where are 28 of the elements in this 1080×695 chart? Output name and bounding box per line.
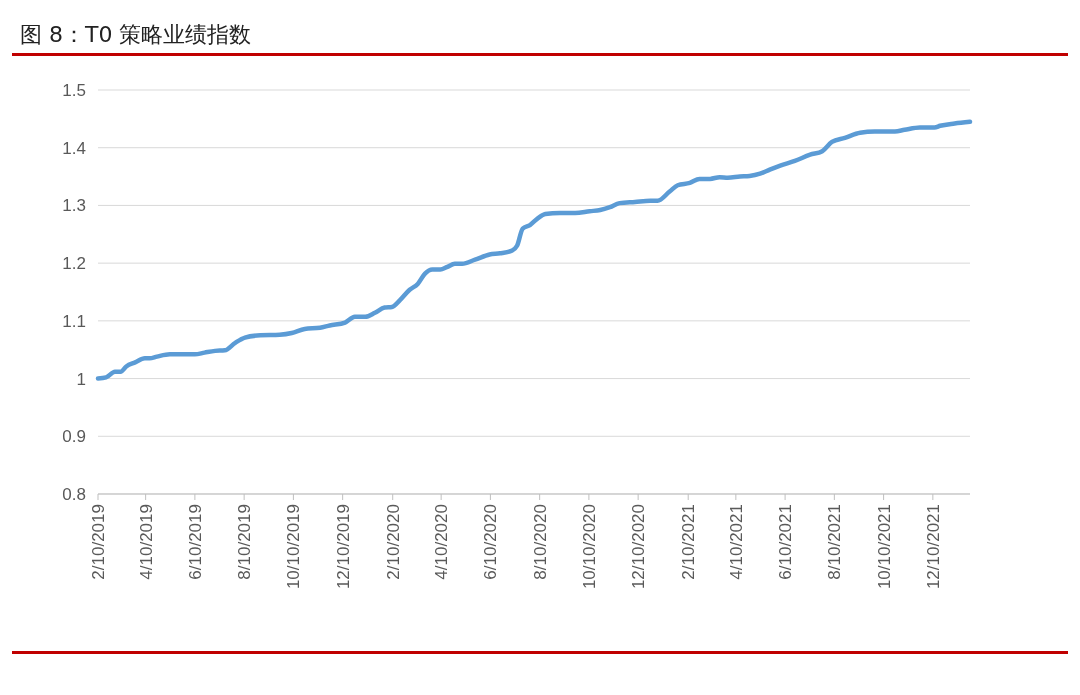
chart-title: 图 8：T0 策略业绩指数 [20, 22, 252, 47]
x-tick-label: 8/10/2021 [825, 504, 845, 580]
y-tick-label: 0.9 [62, 427, 86, 447]
x-tick-label: 2/10/2020 [383, 504, 403, 580]
x-tick-label: 2/10/2021 [679, 504, 699, 580]
x-tick-label: 8/10/2019 [235, 504, 255, 580]
line-series [95, 119, 973, 381]
x-tick-label: 4/10/2021 [726, 504, 746, 580]
y-tick-label: 1.2 [62, 254, 86, 274]
x-tick-label: 6/10/2020 [481, 504, 501, 580]
y-tick-label: 1 [76, 369, 86, 389]
x-tick-label: 6/10/2019 [185, 504, 205, 580]
x-tick-label: 10/10/2020 [579, 504, 599, 590]
y-tick-label: 0.8 [62, 484, 86, 504]
x-tick-label: 12/10/2021 [923, 504, 943, 590]
x-tick-label: 4/10/2019 [136, 504, 156, 580]
x-tick-label: 4/10/2020 [432, 504, 452, 580]
x-tick-label: 8/10/2020 [530, 504, 550, 580]
x-tick-label: 2/10/2019 [88, 504, 108, 580]
y-tick-label: 1.4 [62, 138, 86, 158]
y-tick-label: 1.1 [62, 311, 86, 331]
y-tick-label: 1.5 [62, 80, 86, 100]
x-tick-label: 10/10/2019 [284, 504, 304, 590]
x-tick-label: 12/10/2020 [629, 504, 649, 590]
x-tick-label: 12/10/2019 [333, 504, 353, 590]
y-tick-label: 1.3 [62, 196, 86, 216]
x-tick-label: 10/10/2021 [874, 504, 894, 590]
x-tick-label: 6/10/2021 [776, 504, 796, 580]
